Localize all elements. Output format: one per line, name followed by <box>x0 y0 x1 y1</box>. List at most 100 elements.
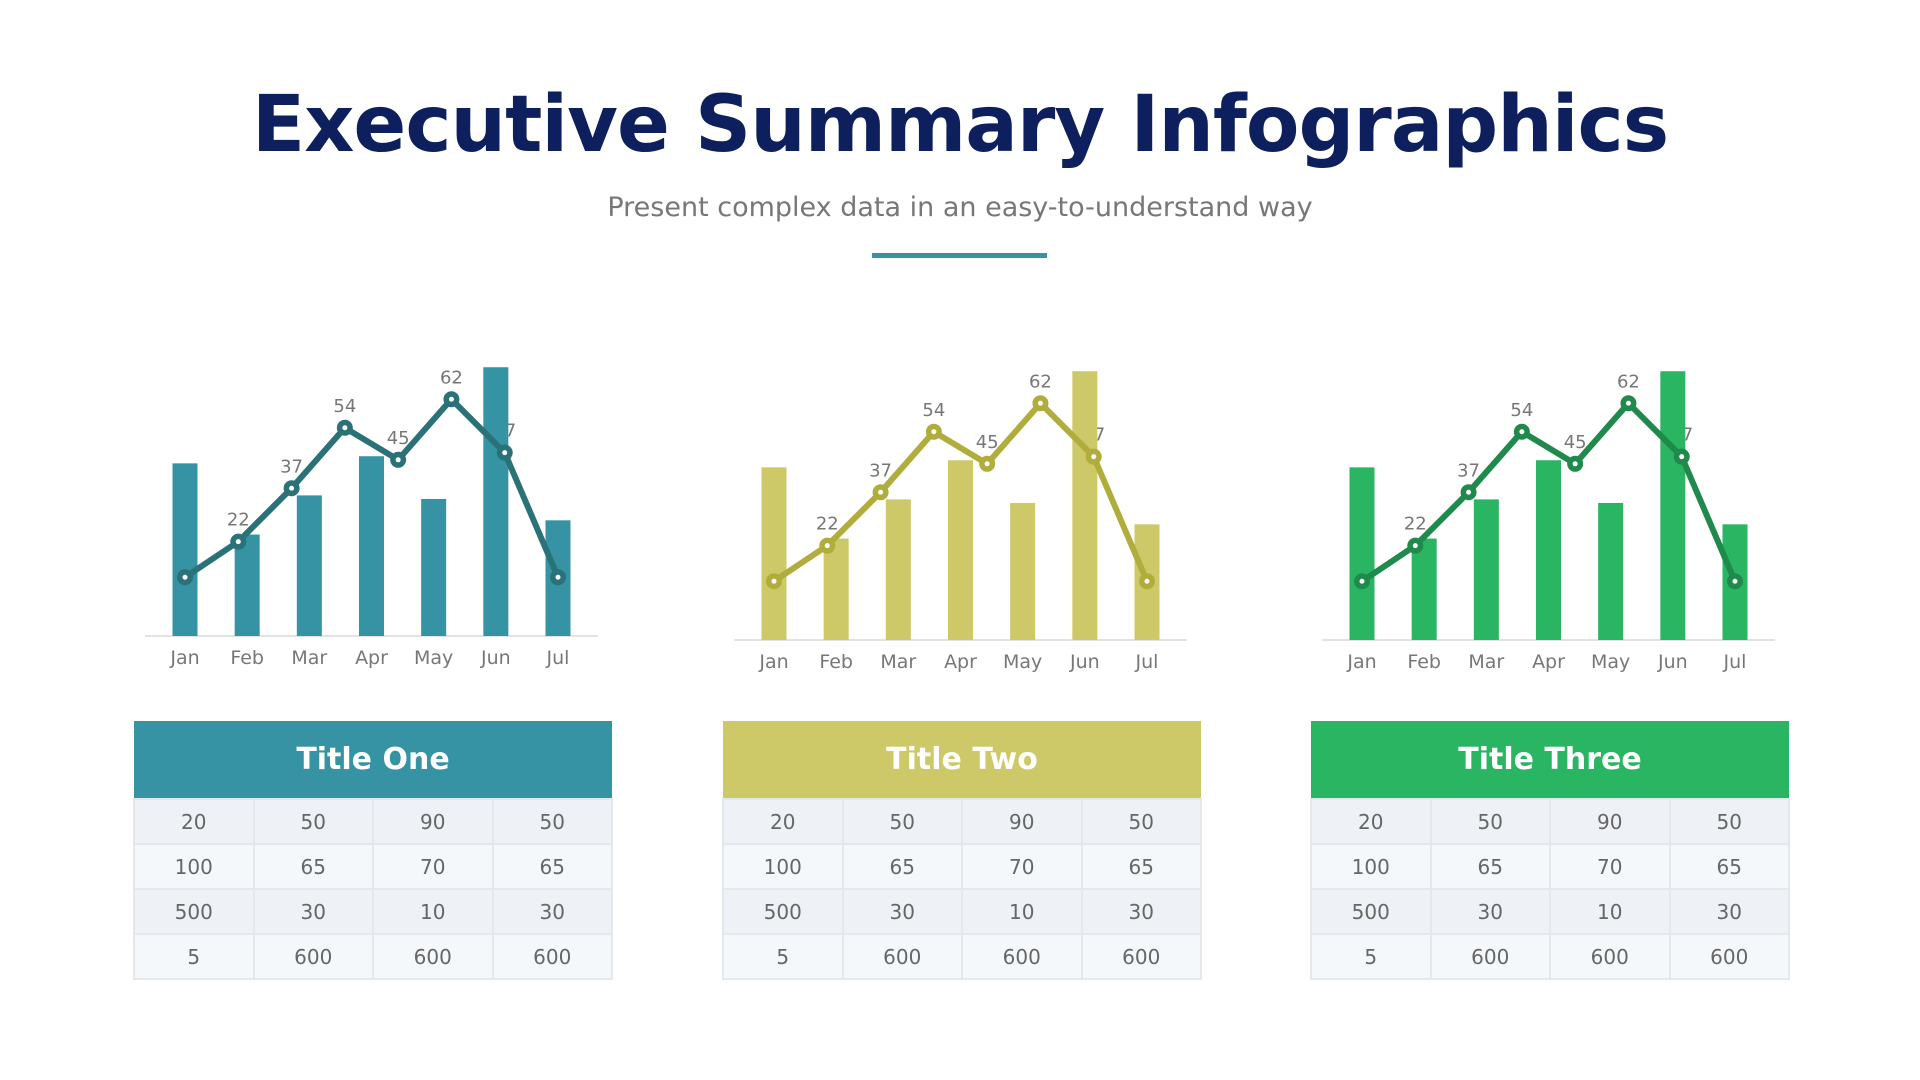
table-three: Title Three 20 50 90 50 100 65 70 65 500 30 10 30 5 60… <box>1310 721 1790 980</box>
x-tick-label: Jul <box>1723 651 1747 673</box>
table-cell: 600 <box>1429 933 1551 980</box>
table-cell: 50 <box>252 798 374 845</box>
table-cell: 65 <box>841 843 963 890</box>
x-tick-label: Jun <box>480 647 511 669</box>
table-cell: 20 <box>1310 798 1432 845</box>
table-cell: 600 <box>841 933 963 980</box>
line-point-center <box>1359 578 1365 584</box>
bar-may <box>1010 502 1036 640</box>
table-cell: 90 <box>372 798 494 845</box>
line-point-center <box>1091 454 1097 460</box>
table-cell: 10 <box>1549 888 1671 935</box>
table-cell: 50 <box>841 798 963 845</box>
table-title: Title Three <box>1311 721 1789 799</box>
x-tick-label: May <box>1003 651 1042 673</box>
x-tick-label: Jan <box>1346 651 1376 673</box>
line-point-center <box>555 574 561 580</box>
bar-mar <box>1473 499 1499 640</box>
line-point-center <box>182 574 188 580</box>
x-tick-label: Feb <box>819 651 853 673</box>
bar-may <box>421 498 447 636</box>
line-point-center <box>1572 461 1578 467</box>
bar-feb <box>823 538 849 640</box>
line-point-center <box>235 539 241 545</box>
data-label: 22 <box>227 510 250 531</box>
table-cell: 70 <box>961 843 1083 890</box>
line-point-center <box>878 489 884 495</box>
table-cell: 600 <box>961 933 1083 980</box>
bar-jun <box>1660 371 1686 640</box>
data-label: 22 <box>816 514 839 535</box>
table-cell: 30 <box>252 888 374 935</box>
bar-feb <box>234 534 260 636</box>
line-point-center <box>1519 429 1525 435</box>
table-cell: 5 <box>133 933 255 980</box>
line-point-center <box>1732 578 1738 584</box>
bar-may <box>1598 502 1624 640</box>
bar-jun <box>483 367 509 636</box>
line-point-center <box>342 425 348 431</box>
table-cell: 30 <box>491 888 613 935</box>
table-cell: 50 <box>491 798 613 845</box>
table-row: 20 50 90 50 <box>722 798 1202 845</box>
data-label: 45 <box>1564 432 1587 453</box>
bar-mar <box>296 495 322 636</box>
line-point-center <box>771 578 777 584</box>
x-tick-label: Mar <box>880 651 916 673</box>
table-row: 500 30 10 30 <box>1310 888 1790 935</box>
x-tick-label: Feb <box>230 647 264 669</box>
table-cell: 500 <box>1310 888 1432 935</box>
table-cell: 500 <box>133 888 255 935</box>
table-row: 20 50 90 50 <box>133 798 613 845</box>
table-title: Title Two <box>723 721 1201 799</box>
line-series <box>1360 400 1738 584</box>
data-label: 45 <box>976 432 999 453</box>
bar-feb <box>1411 538 1437 640</box>
table-cell: 90 <box>1549 798 1671 845</box>
line-point-center <box>1412 543 1418 549</box>
title-divider <box>872 253 1047 258</box>
table-one: Title One 20 50 90 50 100 65 70 65 500 30 10 30 5 600 6… <box>133 721 613 980</box>
table-cell: 20 <box>722 798 844 845</box>
x-tick-label: May <box>414 647 453 669</box>
table-cell: 30 <box>1668 888 1790 935</box>
line-point-center <box>395 457 401 463</box>
table-cell: 65 <box>491 843 613 890</box>
line-point-center <box>1466 489 1472 495</box>
line-series <box>183 396 561 580</box>
page-subtitle: Present complex data in an easy-to-under… <box>607 192 1313 223</box>
table-row: 100 65 70 65 <box>722 843 1202 890</box>
line-point-center <box>289 485 295 491</box>
data-label: 45 <box>387 428 410 449</box>
table-cell: 65 <box>1668 843 1790 890</box>
table-cell: 50 <box>1429 798 1551 845</box>
data-label: 22 <box>1404 514 1427 535</box>
x-tick-label: Mar <box>291 647 327 669</box>
table-title: Title One <box>134 721 612 799</box>
data-label: 62 <box>1029 371 1052 392</box>
table-cell: 600 <box>1080 933 1202 980</box>
table-row: 5 600 600 600 <box>1310 933 1790 980</box>
table-row: 500 30 10 30 <box>133 888 613 935</box>
bar-jan <box>172 463 198 636</box>
table-cell: 30 <box>1429 888 1551 935</box>
table-cell: 500 <box>722 888 844 935</box>
line-point-center <box>448 396 454 402</box>
x-tick-label: Jul <box>1135 651 1159 673</box>
bar-jun <box>1072 371 1098 640</box>
x-tick-label: Apr <box>944 651 977 673</box>
table-cell: 5 <box>722 933 844 980</box>
table-row: 500 30 10 30 <box>722 888 1202 935</box>
table-cell: 90 <box>961 798 1083 845</box>
table-cell: 65 <box>1429 843 1551 890</box>
bar-apr <box>1536 460 1561 640</box>
table-cell: 600 <box>372 933 494 980</box>
x-tick-label: Jul <box>546 647 570 669</box>
line-point-center <box>502 450 508 456</box>
table-cell: 600 <box>1549 933 1671 980</box>
table-cell: 10 <box>372 888 494 935</box>
x-tick-label: Jun <box>1069 651 1100 673</box>
line-point-center <box>1679 454 1685 460</box>
table-cell: 100 <box>133 843 255 890</box>
table-cell: 50 <box>1668 798 1790 845</box>
